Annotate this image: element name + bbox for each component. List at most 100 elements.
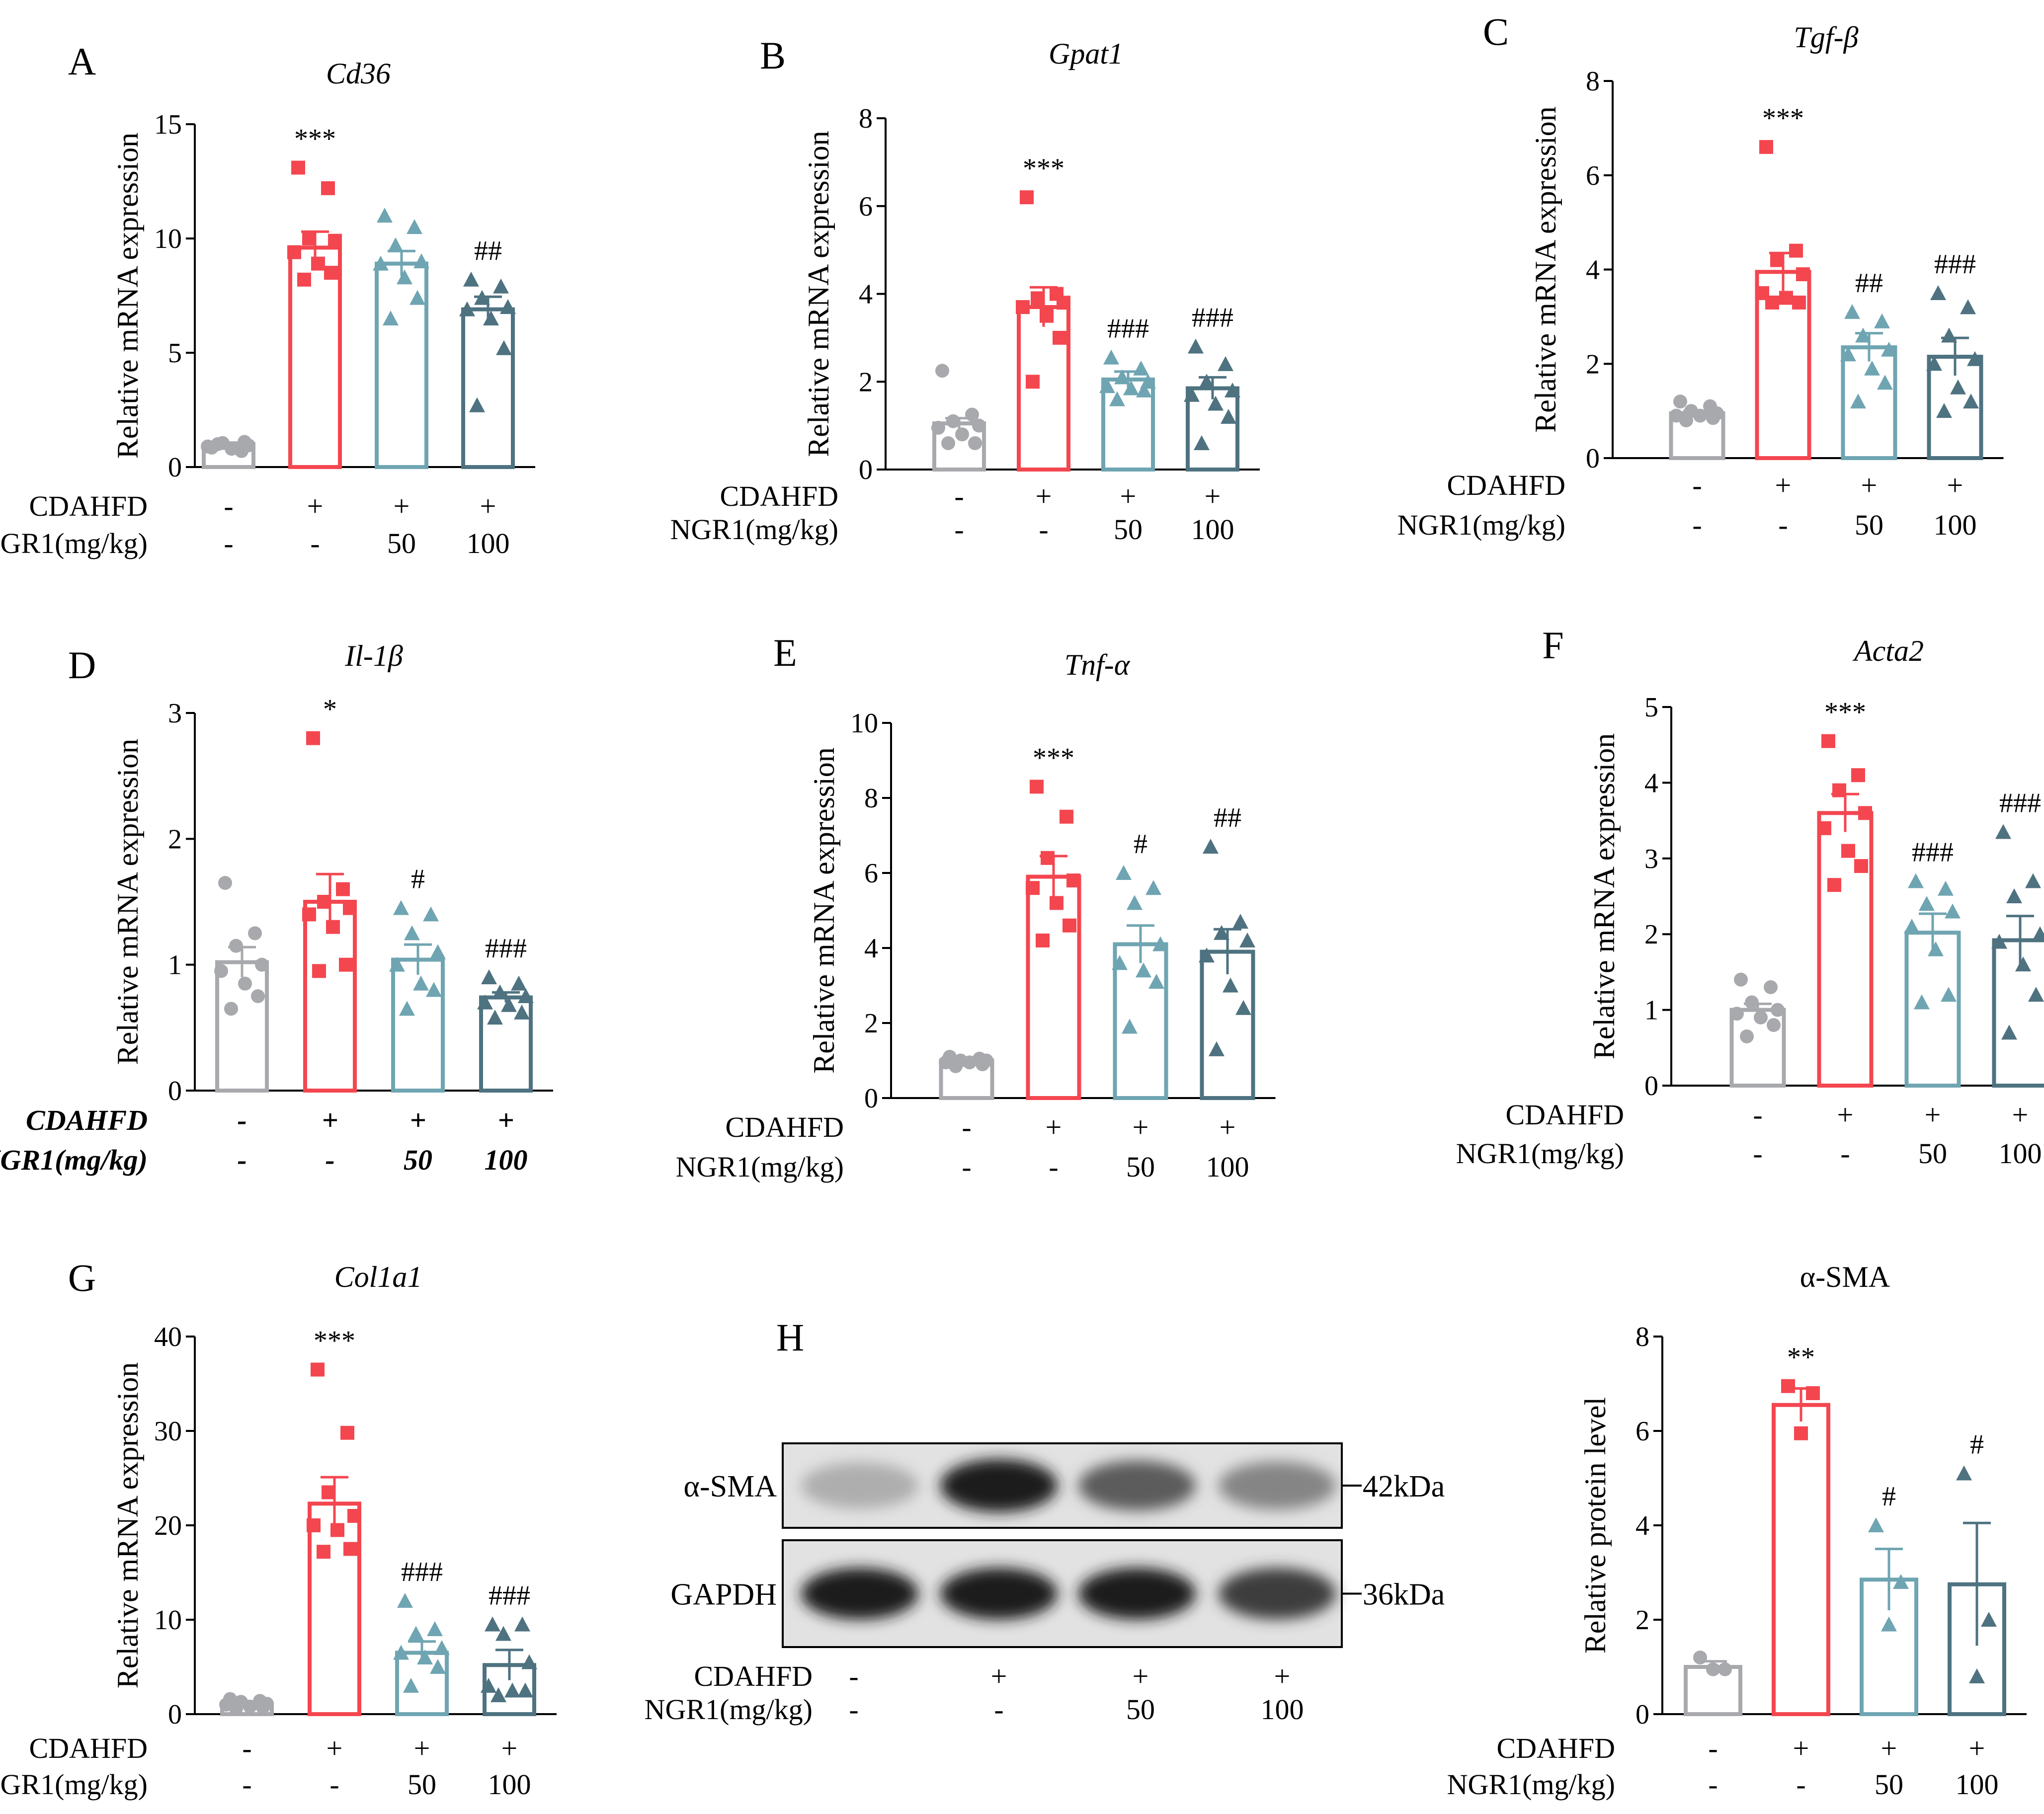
data-point [500, 299, 516, 314]
data-point [1864, 360, 1880, 376]
data-point [1851, 768, 1865, 783]
data-point [291, 160, 305, 175]
data-point [941, 436, 955, 450]
significance-label: * [323, 694, 337, 725]
y-tick-label: 10 [154, 1605, 182, 1636]
ngr1-cell: - [962, 1151, 971, 1183]
y-tick-label: 8 [864, 783, 878, 814]
data-point [1995, 824, 2011, 839]
cdahfd-cell: + [1205, 480, 1221, 512]
y-tick-label: 8 [859, 103, 873, 134]
data-point [1950, 379, 1966, 394]
blot-band [1219, 1461, 1336, 1510]
significance-label: ### [1934, 249, 1976, 280]
cdahfd-cell: + [497, 1104, 514, 1136]
panel-letter-B: B [760, 34, 786, 77]
data-point [1031, 291, 1045, 306]
data-point [483, 311, 499, 325]
ngr1-cell: - [954, 513, 964, 546]
data-point [1053, 330, 1066, 345]
bar [1772, 1403, 1830, 1716]
data-point [330, 1523, 344, 1537]
significance-label: # [411, 864, 425, 895]
data-point [397, 269, 412, 285]
ngr1-cell: 100 [485, 1144, 528, 1176]
cdahfd-cell: - [1753, 1099, 1762, 1131]
data-point [306, 731, 320, 745]
data-point [1730, 1007, 1744, 1021]
panel-letter-C: C [1483, 10, 1509, 53]
y-tick-label: 4 [864, 933, 878, 964]
significance-label: ### [1912, 837, 1954, 868]
cdahfd-cell: + [1046, 1111, 1062, 1143]
ngr1-cell: - [1840, 1137, 1850, 1170]
ngr1-cell: - [1049, 1151, 1058, 1183]
data-point [2001, 1025, 2017, 1040]
row-label-ngr1: NGR1(mg/kg) [676, 1151, 844, 1183]
ngr1-cell: - [329, 1768, 339, 1801]
cdahfd-cell: + [409, 1104, 426, 1136]
significance-label: ### [485, 933, 527, 964]
ngr1-cell: 50 [1855, 509, 1883, 541]
data-point [311, 256, 325, 271]
significance-label: ## [1214, 802, 1241, 833]
data-point [1122, 1019, 1138, 1034]
data-point [477, 994, 493, 1010]
data-point [496, 340, 512, 355]
data-point [459, 301, 475, 316]
data-point [1199, 374, 1215, 389]
ngr1-cell: 100 [1934, 509, 1977, 541]
data-point [389, 956, 405, 972]
row-label-cdahfd: CDAHFD [1497, 1732, 1616, 1764]
data-point [521, 1654, 537, 1669]
ngr1-cell: - [325, 1144, 334, 1176]
data-point [481, 1678, 496, 1693]
cdahfd-cell: + [2012, 1099, 2029, 1131]
data-point [225, 442, 239, 456]
cdahfd-cell: + [1793, 1732, 1809, 1764]
y-tick-label: 5 [1644, 692, 1658, 723]
cdahfd-cell: + [1036, 480, 1052, 512]
significance-label: # [1970, 1429, 1984, 1460]
chart-title: Tgf-β [1794, 21, 1859, 54]
cdahfd-cell: + [1861, 469, 1878, 501]
row-label-ngr1: NGR1(mg/kg) [0, 1144, 148, 1176]
ngr1-cell: 50 [1875, 1768, 1903, 1801]
data-point [340, 1425, 354, 1440]
data-point [501, 997, 517, 1012]
bar [461, 307, 515, 469]
data-point [1764, 980, 1778, 994]
data-point [1771, 1003, 1785, 1017]
data-point [256, 1700, 270, 1715]
chart-panel-H-quant: α-SMA 0 2 4 6 8 Relative protein level ** # # CDAH… [1447, 1261, 2027, 1801]
panel-letter-G: G [68, 1256, 96, 1299]
blot-ngr1-cell: 50 [1126, 1693, 1155, 1726]
data-point [409, 290, 425, 305]
significance-label: ### [401, 1557, 443, 1587]
data-point [1817, 821, 1831, 835]
data-point [218, 876, 232, 890]
y-tick-label: 0 [864, 1083, 878, 1114]
row-label-cdahfd: CDAHFD [726, 1111, 844, 1143]
y-tick-label: 4 [859, 279, 873, 310]
data-point [312, 964, 326, 978]
data-point [1136, 382, 1152, 397]
chart-panel-A: Cd36 0 5 10 15 Relative mRNA expression *** ## C… [0, 57, 535, 559]
data-point [1123, 380, 1139, 395]
data-point [481, 969, 497, 984]
y-tick-label: 1 [168, 950, 182, 981]
y-tick-label: 2 [1644, 919, 1658, 950]
data-point [493, 278, 509, 294]
y-axis-label: Relative mRNA expression [808, 747, 840, 1074]
y-tick-label: 4 [1644, 768, 1658, 798]
data-point [2015, 956, 2031, 972]
significance-label: *** [314, 1326, 355, 1356]
y-tick-label: 6 [864, 858, 878, 889]
chart-panel-G: Col1a1 0 10 20 30 40 Relative mRNA expression *… [0, 1261, 557, 1801]
data-point [1745, 995, 1759, 1010]
data-point [1794, 1426, 1808, 1440]
y-tick-label: 0 [859, 455, 873, 485]
y-tick-label: 2 [864, 1008, 878, 1039]
data-point [1103, 349, 1119, 365]
data-point [423, 906, 439, 922]
